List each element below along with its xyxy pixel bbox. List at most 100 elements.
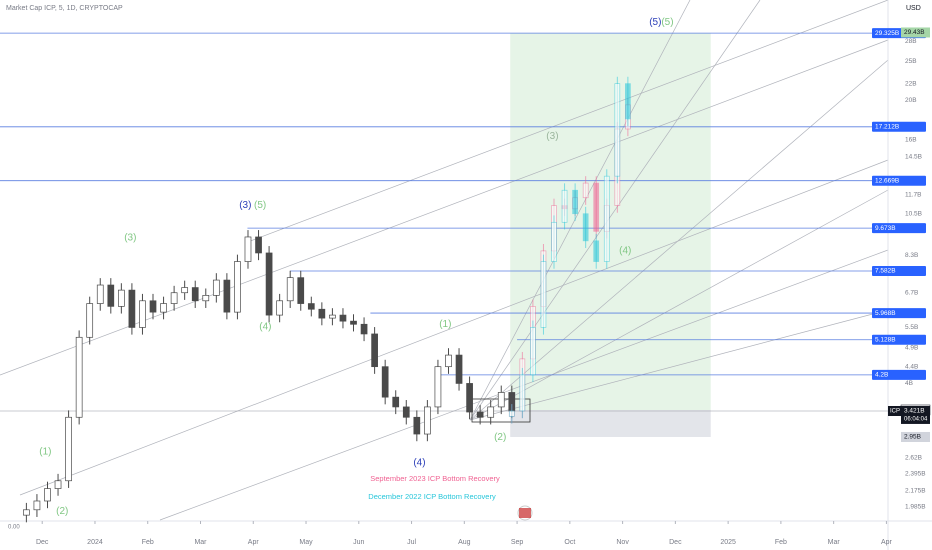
level-label: 7.582B <box>875 268 896 275</box>
candle <box>603 175 610 262</box>
candle <box>593 182 600 232</box>
x-tick-label: Nov <box>616 539 629 546</box>
series-name: December 2022 ICP Bottom Recovery <box>368 492 496 501</box>
candle <box>540 261 547 328</box>
candle <box>530 327 536 376</box>
wave-label: (3) <box>239 200 251 211</box>
candle <box>255 236 262 254</box>
candle <box>65 416 72 482</box>
level-tag <box>872 175 926 186</box>
candle <box>625 83 631 120</box>
candle <box>212 279 220 296</box>
series-name: ICP <box>890 409 900 415</box>
y-tick-label: 22B <box>905 80 917 87</box>
y-tick-label: 10.5B <box>905 210 922 217</box>
candle <box>160 303 167 313</box>
price-tag <box>901 27 930 38</box>
candle <box>593 240 600 262</box>
countdown: 06:04:04 <box>904 417 928 423</box>
candle <box>487 406 495 418</box>
y-tick-label: 2.175B <box>905 487 926 494</box>
candle <box>476 411 484 418</box>
x-tick-label: Apr <box>881 539 893 546</box>
x-tick-label: May <box>299 539 313 546</box>
candle <box>318 308 326 319</box>
candle <box>497 392 505 408</box>
y-tick-label: 20B <box>905 97 917 104</box>
candle <box>170 292 178 304</box>
level-tag <box>872 369 926 380</box>
zero-label: 0.00 <box>8 525 20 531</box>
level-tag <box>872 265 926 276</box>
candle <box>44 488 51 502</box>
candle <box>234 261 241 313</box>
wave-label: (4) <box>619 246 631 257</box>
candle <box>139 300 146 328</box>
y-tick-label: 14.5B <box>905 154 922 161</box>
wave-label: (1) <box>439 319 451 330</box>
y-tick-label: 4B <box>905 380 913 387</box>
candle <box>23 509 30 516</box>
candle <box>244 236 252 262</box>
y-tick-label: 4.9B <box>905 344 918 351</box>
x-tick-label: Dec <box>36 539 49 546</box>
price-tag-label: 3.421B <box>904 408 925 415</box>
x-tick-label: Aug <box>458 539 471 546</box>
wave-label: (5) <box>661 17 673 28</box>
candle <box>434 366 442 408</box>
candle <box>54 480 62 489</box>
candle <box>561 189 568 223</box>
candle <box>329 314 336 319</box>
x-tick-label: 2025 <box>720 539 736 546</box>
level-tag <box>872 334 926 345</box>
candle <box>424 406 431 435</box>
price-tag <box>901 405 930 424</box>
candle <box>350 320 357 325</box>
price-tag-label: 2.95B <box>904 434 921 441</box>
series-name: September 2023 ICP Bottom Recovery <box>370 474 500 483</box>
x-tick-label: Jul <box>407 539 416 546</box>
y-tick-label: 28B <box>905 38 917 45</box>
candle <box>86 303 94 338</box>
candle <box>455 354 463 384</box>
wave-label: (5) <box>254 200 266 211</box>
x-tick-label: Mar <box>828 539 841 546</box>
level-label: 17.212B <box>875 124 899 131</box>
x-tick-label: Jun <box>353 539 364 546</box>
y-tick-label: 1.985B <box>905 503 926 510</box>
candle <box>339 314 347 322</box>
candle <box>96 284 104 304</box>
target_zone <box>510 33 711 410</box>
stop_zone <box>510 409 711 437</box>
candle <box>402 406 410 418</box>
candle <box>551 221 557 262</box>
candle <box>582 182 589 199</box>
y-tick-label: 5.5B <box>905 324 918 331</box>
candle <box>33 500 41 511</box>
x-tick-label: Dec <box>669 539 682 546</box>
y-tick-label: 25B <box>905 58 917 65</box>
x-tick-label: Apr <box>248 539 260 546</box>
wave-label: (3) <box>124 233 136 244</box>
x-tick-label: Feb <box>775 539 787 546</box>
level-label: 5.128B <box>875 336 896 343</box>
wave-label: (2) <box>494 432 506 443</box>
series-tag <box>888 406 902 416</box>
header-title: Market Cap ICP, 5, 1D, CRYPTOCAP <box>6 5 123 12</box>
wave-label: (4) <box>413 457 425 468</box>
candle <box>519 374 526 412</box>
y-tick-label: 2.395B <box>905 470 926 477</box>
candle <box>371 333 378 368</box>
event-flag[interactable] <box>519 508 531 518</box>
level-tag <box>872 121 926 132</box>
y-tick-label: 11.7B <box>905 191 922 198</box>
candle <box>223 279 231 313</box>
price-tag-label: 29.43B <box>904 29 925 36</box>
candle <box>276 300 283 316</box>
candle <box>614 83 621 177</box>
candle <box>149 300 157 313</box>
y-tick-label: 6.7B <box>905 289 918 296</box>
candle <box>191 287 199 302</box>
level-label: 12.669B <box>875 177 899 184</box>
